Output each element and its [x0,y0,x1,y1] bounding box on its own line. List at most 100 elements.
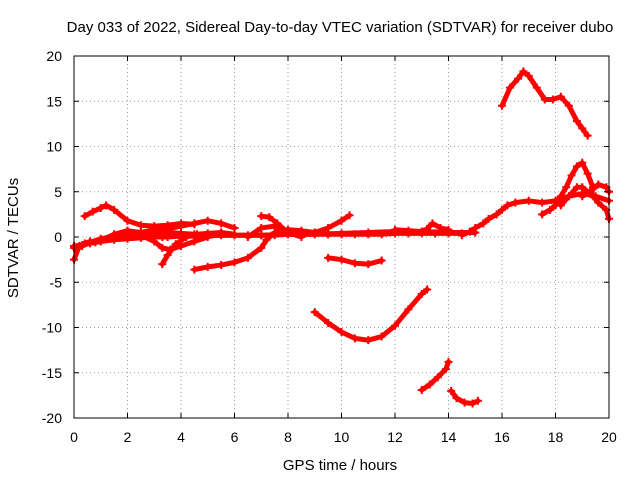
data-point [136,221,145,230]
y-tick-label: -10 [42,320,62,336]
data-point [193,230,202,239]
data-point [436,223,445,232]
data-point [364,336,373,345]
data-point [404,226,413,235]
data-point [471,223,480,232]
data-point [217,228,226,237]
data-point [177,222,185,231]
data-point [468,399,477,408]
data-point [567,171,576,180]
series-line [459,191,612,238]
series-arc-m [310,285,432,345]
data-point [594,180,603,189]
series-line [312,286,430,343]
data-point [337,255,346,264]
y-tick-label: 15 [46,93,62,109]
data-point [91,238,100,247]
data-point [110,234,119,243]
data-point [310,228,319,237]
data-point [123,216,132,225]
data-point [230,258,239,267]
data-point [540,95,549,104]
series-line [539,160,596,217]
data-point [423,224,432,233]
series-line [312,212,353,235]
data-point [273,219,282,228]
data-point [452,394,461,403]
series-arc-s [538,158,597,219]
data-point [150,237,159,246]
data-point [524,196,533,205]
data-point [546,205,555,214]
data-point [538,198,547,207]
x-axis-label: GPS time / hours [283,457,397,474]
x-tick-label: 10 [334,429,350,445]
data-point [594,198,603,207]
data-point [548,95,557,104]
data-point [465,227,474,236]
data-point [123,228,132,237]
data-point [203,216,212,225]
data-point [203,262,212,271]
y-tick-label: 20 [46,48,62,64]
series-arc-n [391,219,453,236]
data-point [136,231,145,240]
x-tick-label: 6 [231,429,239,445]
data-point [484,214,493,223]
x-tick-label: 16 [494,429,510,445]
data-point [556,192,565,201]
y-tick-label: -5 [50,274,63,290]
data-point [163,251,172,260]
data-point [564,192,573,201]
x-tick-label: 2 [124,429,132,445]
data-point [457,231,466,240]
data-point [243,233,252,241]
data-point [423,285,432,294]
data-point [447,386,456,395]
x-tick-label: 8 [284,429,292,445]
data-point [171,240,180,249]
y-tick-label: 5 [54,184,62,200]
data-point [158,260,167,269]
data-point [473,396,482,405]
series-arc-j [257,212,306,241]
data-point [519,67,528,76]
data-point [96,204,105,213]
data-point [391,225,399,234]
data-point [284,228,292,237]
x-tick-label: 18 [548,429,564,445]
data-point [190,219,199,228]
data-point [538,210,547,219]
data-point [80,239,89,248]
data-point [310,308,319,317]
data-point [75,242,84,251]
series-line [558,184,612,222]
data-point [337,328,346,337]
data-point [433,373,442,382]
data-point [556,201,565,210]
data-point [230,230,239,239]
data-point [578,158,587,167]
axis-ticks: 0 2 4 6 8 10 12 14 16 18 20 -20 -15 -10 -5 0 5 10 15 20 [42,48,617,445]
data-point [498,205,506,214]
series-arc-l [324,253,386,269]
data-point [532,83,541,92]
data-point [572,117,581,126]
data-point [492,210,501,219]
data-point [511,198,520,207]
data-point [503,201,512,210]
data-point [88,207,97,216]
data-point [564,101,573,110]
x-tick-label: 20 [601,429,617,445]
data-point [479,219,488,228]
data-point [257,231,266,240]
series-arc-k [310,211,354,237]
data-point [190,265,199,274]
series-arc-r [498,67,592,140]
data-point [345,211,354,220]
data-point [364,260,373,269]
data-point [444,357,453,366]
data-point [257,212,266,221]
data-point [182,233,191,241]
data-point [583,131,592,140]
